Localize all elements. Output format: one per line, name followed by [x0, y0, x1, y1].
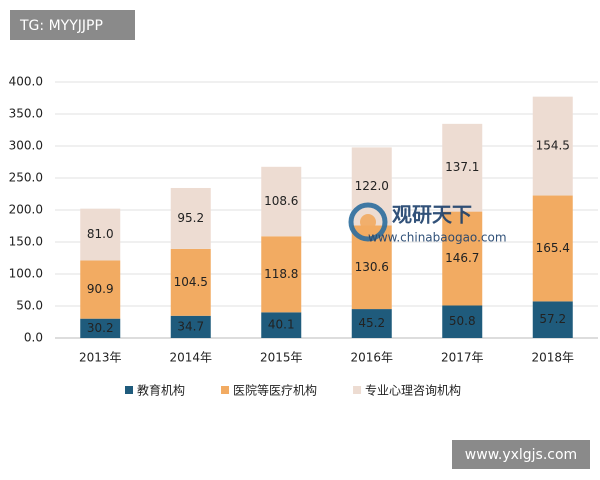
value-label: 95.2	[177, 211, 204, 225]
x-tick-label: 2014年	[169, 351, 212, 365]
legend-swatch	[125, 386, 133, 394]
value-label: 45.2	[358, 316, 385, 330]
legend-label: 医院等医疗机构	[233, 383, 317, 398]
bar-segment	[80, 318, 121, 338]
value-label: 154.5	[536, 139, 570, 153]
value-label: 137.1	[445, 160, 479, 174]
value-label: 104.5	[174, 275, 208, 289]
y-tick-label: 50.0	[16, 299, 43, 313]
value-label: 57.2	[539, 312, 566, 326]
logo-icon	[360, 214, 376, 230]
plot-area: 0.0 50.0 100.0 150.0 200.0 250.0 300.0 350.0 400…	[9, 75, 598, 398]
y-tick-label: 150.0	[9, 235, 43, 249]
value-label: 40.1	[268, 318, 295, 332]
tag-text: TG: MYYJJPP	[19, 18, 103, 34]
legend-label: 教育机构	[137, 383, 185, 398]
logo-icon	[348, 202, 388, 242]
x-tick-label: 2017年	[441, 351, 484, 365]
legend-swatch	[221, 386, 230, 394]
legend-swatch	[353, 386, 362, 394]
bar-segment	[80, 208, 121, 261]
bar-segment	[442, 305, 483, 338]
value-label: 30.2	[87, 321, 114, 335]
logo-url: www.chinabaogao.com	[368, 231, 507, 245]
value-label: 165.4	[536, 241, 570, 255]
x-tick-label: 2016年	[350, 351, 393, 365]
value-label: 118.8	[264, 267, 298, 281]
y-tick-label: 0.0	[24, 331, 43, 345]
bar-segment	[170, 315, 211, 338]
value-label: 90.9	[87, 282, 114, 296]
x-tick-label: 2015年	[260, 351, 303, 365]
bar-segment	[170, 248, 211, 316]
bar-segment	[532, 96, 573, 196]
bar-segment	[80, 260, 121, 319]
value-label: 34.7	[177, 319, 204, 333]
site-text: www.yxlgjs.com	[465, 447, 577, 463]
site-box	[452, 440, 590, 469]
bar-segment	[170, 187, 211, 249]
logo-title: 观研天下	[392, 203, 472, 227]
value-label: 81.0	[87, 227, 114, 241]
bar-segment	[261, 312, 302, 338]
y-tick-label: 400.0	[9, 75, 43, 89]
bar-segment	[261, 166, 302, 237]
bar-segment	[351, 147, 392, 226]
bar-segment	[442, 123, 483, 212]
value-label: 146.7	[445, 251, 479, 265]
bar-segment	[532, 195, 573, 302]
value-label: 50.8	[449, 314, 476, 328]
x-tick-label: 2013年	[79, 351, 122, 365]
tag-box	[10, 10, 135, 40]
y-tick-label: 250.0	[9, 171, 43, 185]
value-label: 122.0	[355, 179, 389, 193]
bar-segment	[442, 211, 483, 306]
y-tick-label: 200.0	[9, 203, 43, 217]
bar-segment	[351, 309, 392, 338]
y-tick-label: 350.0	[9, 107, 43, 121]
y-tick-label: 100.0	[9, 267, 43, 281]
legend-label: 专业心理咨询机构	[365, 383, 461, 398]
value-label: 130.6	[355, 260, 389, 274]
x-tick-label: 2018年	[531, 351, 574, 365]
bar-segment	[532, 301, 573, 338]
value-label: 108.6	[264, 194, 298, 208]
logo: 观研天下 www.chinabaogao.com	[348, 202, 507, 245]
y-tick-label: 300.0	[9, 139, 43, 153]
bar-segment	[261, 236, 302, 313]
